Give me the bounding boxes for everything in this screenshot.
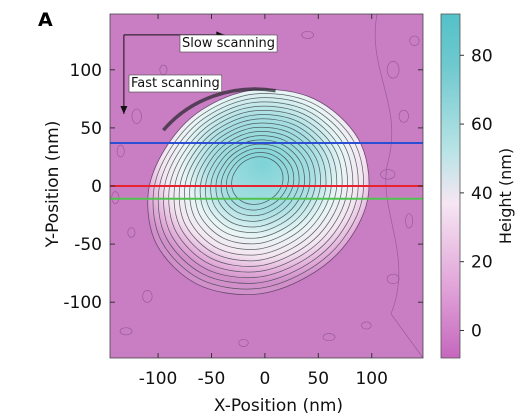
colorbar-tick-label: 80 xyxy=(471,46,493,66)
fast-scanning-label-box xyxy=(128,74,223,93)
x-tick-label: -100 xyxy=(139,369,178,389)
colorbar-label: Height (nm) xyxy=(496,148,515,244)
plot-area: Slow scanning Fast scanning xyxy=(109,13,424,359)
colorbar-tick-label: 20 xyxy=(471,253,493,273)
colorbar-gradient xyxy=(440,13,461,359)
y-axis-ticks: 100 50 0 -50 -100 xyxy=(63,61,423,313)
dome-feature xyxy=(147,87,370,296)
colorbar-tick-label: 60 xyxy=(471,115,493,135)
colorbar-tick-label: 0 xyxy=(471,321,482,341)
x-tick-label: 50 xyxy=(307,369,329,389)
y-tick-label: -50 xyxy=(74,235,102,255)
x-tick-label: 0 xyxy=(259,369,270,389)
scan-lines xyxy=(110,142,423,200)
y-tick-label: -100 xyxy=(63,293,102,313)
colorbar: 80 60 40 20 0 xyxy=(440,13,493,359)
background-contours xyxy=(111,14,423,358)
dome-contours xyxy=(152,93,364,290)
x-axis-label: X-Position (nm) xyxy=(214,396,343,413)
dome-fill xyxy=(147,88,370,296)
fast-scan-arrowhead xyxy=(120,105,128,114)
y-tick-label: 50 xyxy=(80,119,102,139)
x-axis-ticks: -100 -50 0 50 100 xyxy=(139,14,388,389)
slow-scanning-label-text: Slow scanning xyxy=(182,36,275,51)
fast-scanning-label-text: Fast scanning xyxy=(131,76,220,91)
dome-ridge xyxy=(162,87,276,132)
panel-letter: A xyxy=(38,9,53,31)
x-tick-label: 100 xyxy=(355,369,387,389)
height-map xyxy=(110,14,423,358)
slow-scanning-label-box xyxy=(179,34,278,53)
colorbar-tick-label: 40 xyxy=(471,184,493,204)
y-tick-label: 100 xyxy=(70,61,102,81)
slow-scanning-label: Slow scanning xyxy=(179,34,278,53)
y-tick-label: 0 xyxy=(91,177,102,197)
fast-scanning-label: Fast scanning xyxy=(128,74,223,93)
x-tick-label: -50 xyxy=(198,369,226,389)
y-axis-label: Y-Position (nm) xyxy=(43,121,63,249)
scan-direction-annotations: Slow scanning Fast scanning xyxy=(120,31,278,114)
